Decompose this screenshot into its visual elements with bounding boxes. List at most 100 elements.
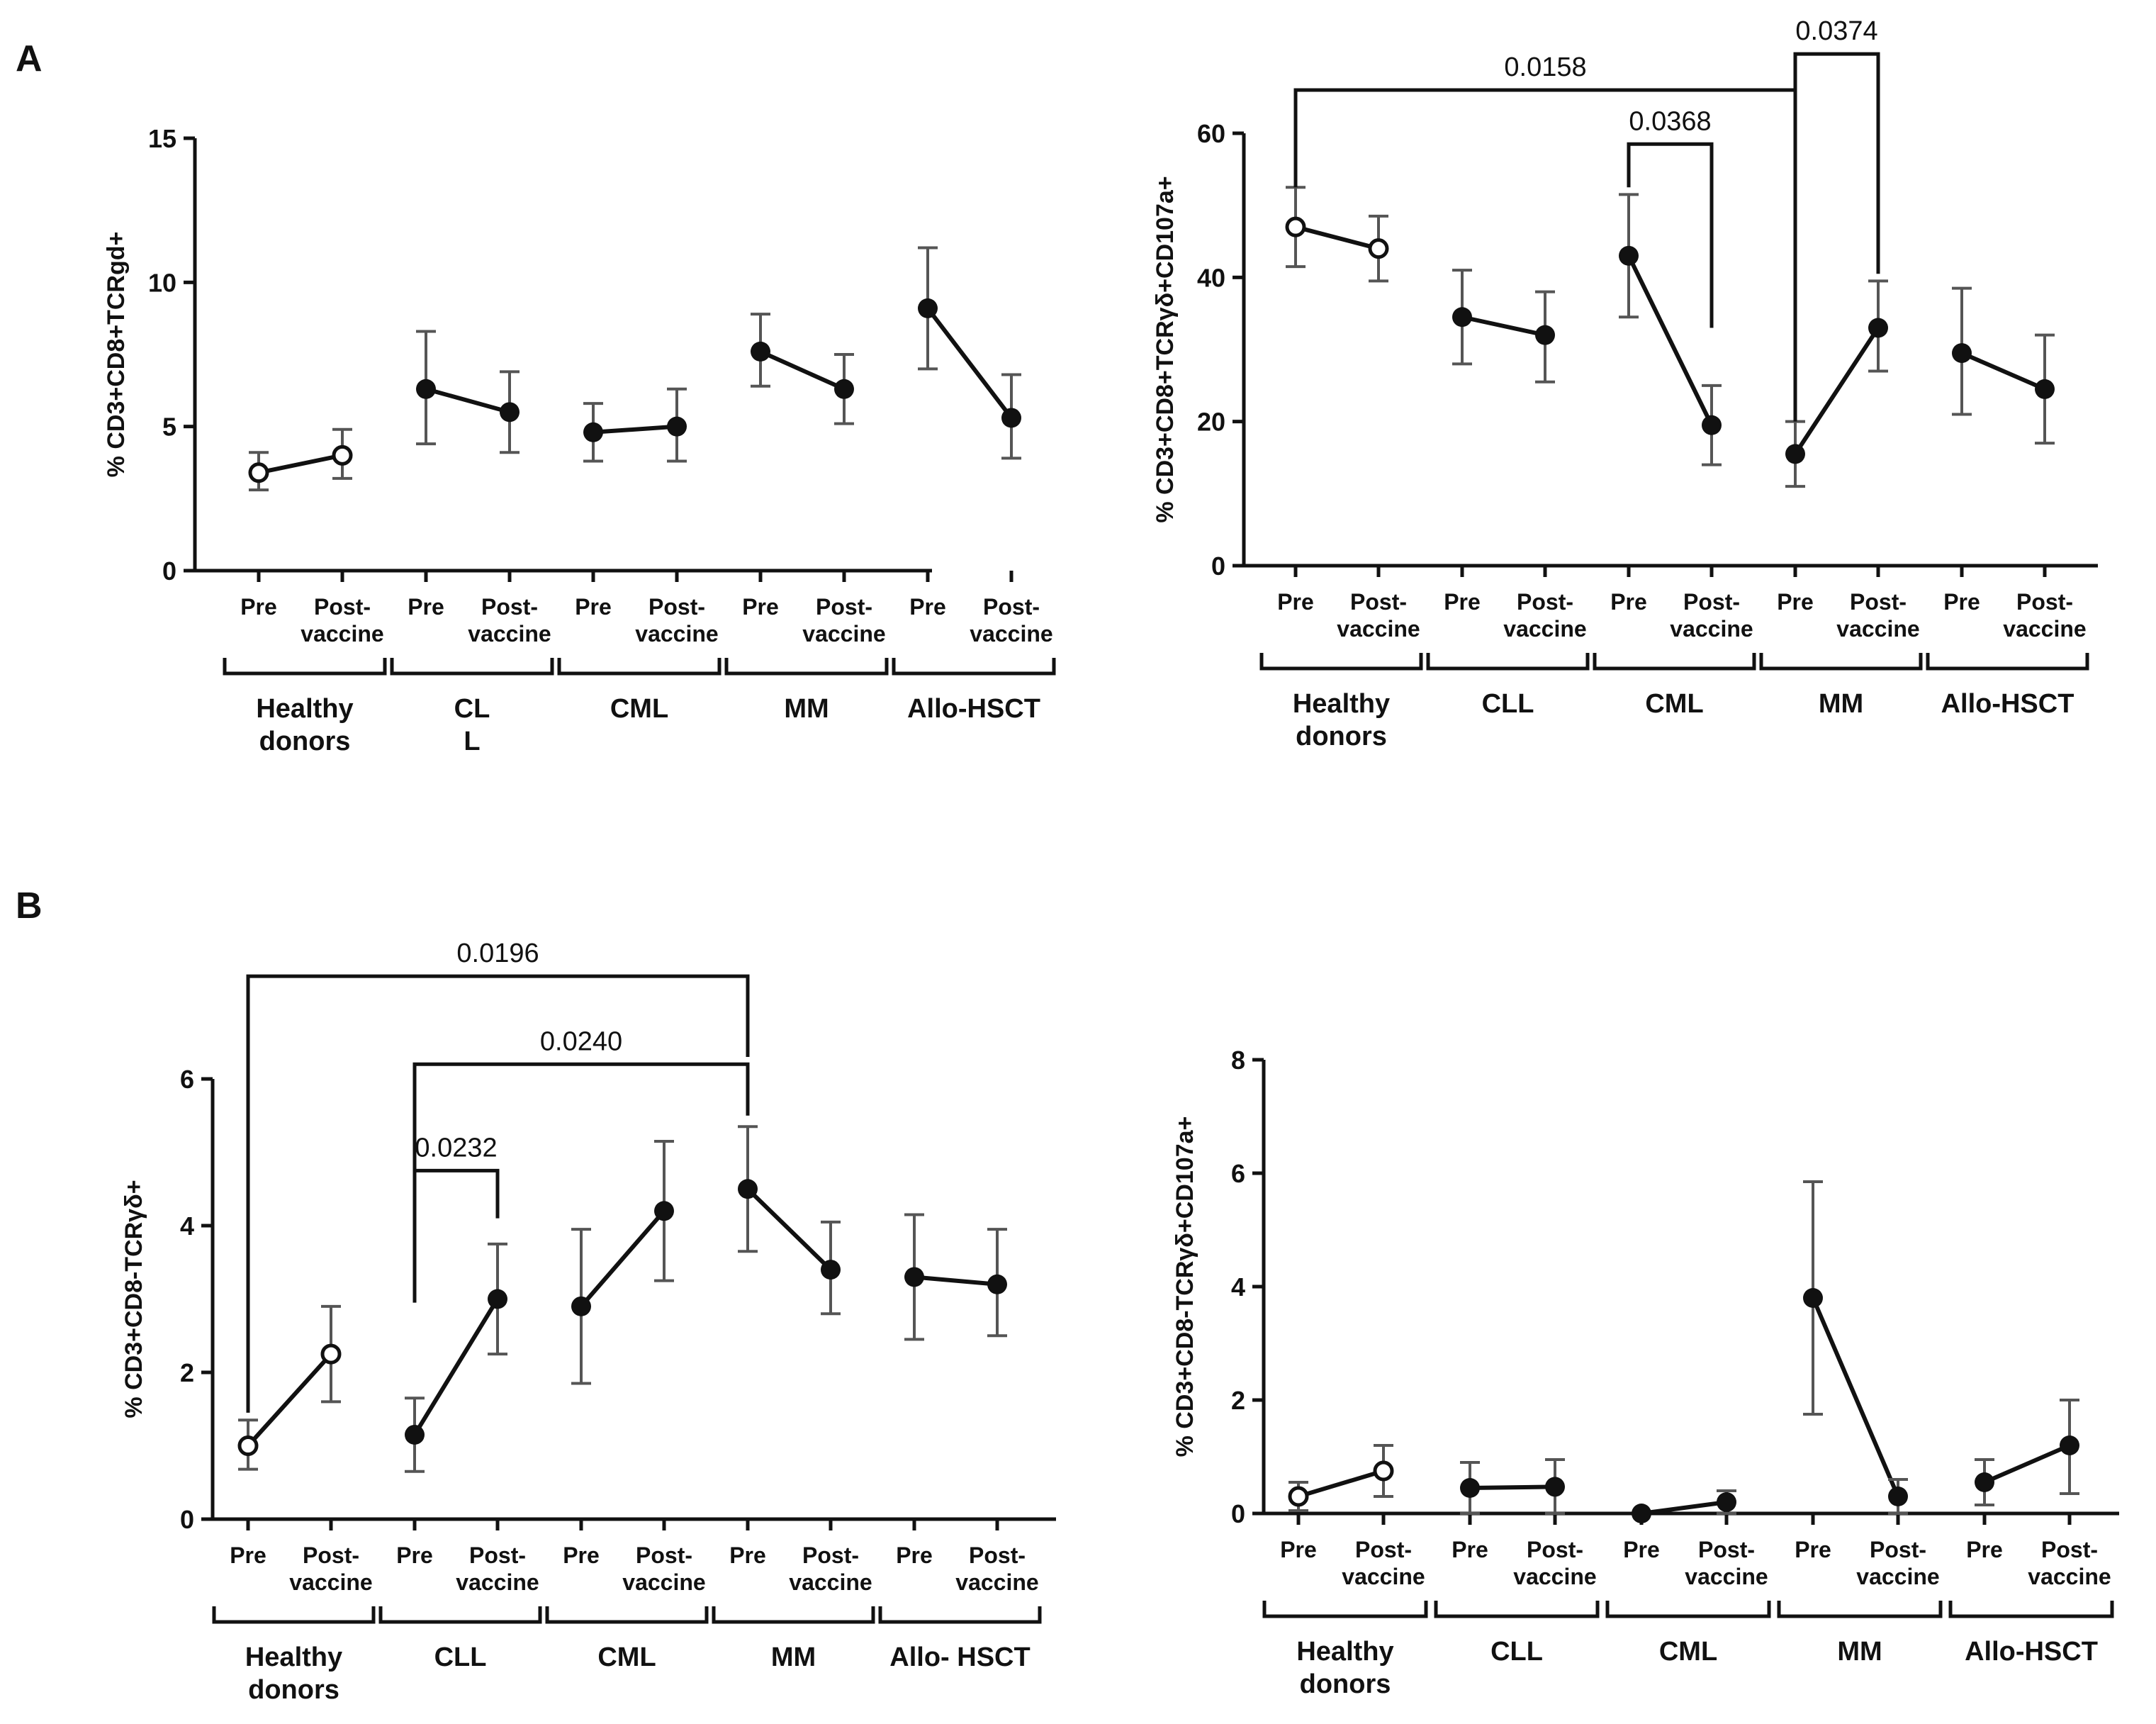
series-line bbox=[759, 349, 846, 391]
group-label: CML bbox=[1645, 689, 1703, 719]
condition-label: Pre bbox=[1943, 589, 1980, 615]
series-3 bbox=[1803, 1180, 1908, 1515]
series-line bbox=[412, 1297, 500, 1436]
chart-b1-cd3-cd8neg-tcrgd: 0 2 4 6 % CD3+CD8-TCRγδ+ Pre Post-vaccine Healt… bbox=[120, 939, 1056, 1705]
group-bracket bbox=[1426, 653, 1590, 671]
y-tick-label: 0 bbox=[1231, 1499, 1245, 1528]
y-tick-label: 8 bbox=[1231, 1046, 1245, 1075]
y-tick-label: 40 bbox=[1197, 263, 1225, 292]
group-label: Allo-HSCT bbox=[1965, 1637, 2098, 1667]
condition-label: Post-vaccine bbox=[2003, 589, 2086, 642]
series-line bbox=[246, 1353, 333, 1448]
condition-label: Pre bbox=[396, 1543, 433, 1568]
condition-label: Post-vaccine bbox=[789, 1543, 872, 1595]
condition-label: Pre bbox=[575, 594, 612, 620]
y-tick-label: 2 bbox=[180, 1358, 194, 1387]
significance-bracket bbox=[1793, 52, 1880, 274]
data-point bbox=[583, 422, 603, 442]
series-line bbox=[1627, 254, 1714, 427]
data-point bbox=[834, 379, 854, 399]
data-point bbox=[1888, 1487, 1908, 1506]
group-bracket bbox=[1259, 653, 1423, 671]
condition-label: Post-vaccine bbox=[1337, 589, 1420, 642]
series-3 bbox=[1785, 279, 1888, 488]
p-value-label: 0.0232 bbox=[415, 1133, 497, 1163]
condition-label: Pre bbox=[1280, 1537, 1317, 1562]
group-bracket bbox=[1605, 1601, 1771, 1618]
data-point bbox=[1619, 245, 1639, 266]
data-point bbox=[738, 1179, 758, 1199]
chart-a2-cd3-cd8-tcrgd-cd107a: 0 20 40 60 % CD3+CD8+TCRγδ+CD107a+ Pre Post-va… bbox=[1152, 16, 2098, 751]
condition-label: Post-vaccine bbox=[1513, 1537, 1596, 1589]
data-point bbox=[416, 379, 436, 399]
condition-label: Post-vaccine bbox=[301, 594, 383, 646]
data-point bbox=[405, 1424, 425, 1445]
condition-label: Pre bbox=[1623, 1537, 1660, 1562]
series-1 bbox=[1452, 269, 1555, 384]
condition-label: Pre bbox=[408, 594, 444, 620]
significance-bracket bbox=[246, 974, 750, 1413]
series-0 bbox=[1285, 186, 1389, 283]
group-label: CLL bbox=[1490, 1637, 1543, 1667]
condition-label: Post-vaccine bbox=[456, 1543, 539, 1595]
condition-label: Pre bbox=[1452, 1537, 1488, 1562]
series-1 bbox=[416, 330, 520, 454]
data-point bbox=[1632, 1504, 1651, 1523]
data-point bbox=[904, 1267, 924, 1287]
group-label: Allo- HSCT bbox=[889, 1642, 1030, 1672]
chart-b2-cd3-cd8neg-tcrgd-cd107a: 0 2 4 6 8 % CD3+CD8-TCRγδ+CD107a+ Pre Post-vacc… bbox=[1172, 1046, 2119, 1699]
data-point bbox=[1373, 1460, 1394, 1482]
group-bracket bbox=[1262, 1601, 1428, 1618]
series-4 bbox=[1975, 1399, 2079, 1506]
data-point bbox=[821, 1260, 841, 1280]
data-point bbox=[1452, 307, 1472, 328]
group-bracket bbox=[1948, 1601, 2114, 1618]
series-0 bbox=[1288, 1444, 1394, 1512]
series-2 bbox=[583, 387, 687, 463]
y-axis-label: % CD3+CD8+TCRgd+ bbox=[103, 232, 130, 478]
group-label: CML bbox=[610, 694, 668, 724]
series-line bbox=[258, 453, 343, 475]
y-axis-label: % CD3+CD8-TCRγδ+ bbox=[120, 1180, 147, 1418]
series-line bbox=[746, 1187, 833, 1272]
data-point bbox=[332, 444, 353, 466]
group-label: Healthy donors bbox=[1296, 1637, 1393, 1699]
group-bracket bbox=[557, 658, 722, 676]
condition-label: Pre bbox=[563, 1543, 600, 1568]
series-4 bbox=[1952, 286, 2055, 445]
group-label: MM bbox=[784, 694, 829, 724]
series-2 bbox=[571, 1139, 674, 1385]
group-label: Allo-HSCT bbox=[907, 694, 1040, 724]
y-tick-label: 4 bbox=[1231, 1272, 1245, 1302]
series-line bbox=[1983, 1443, 2071, 1484]
y-tick-label: 60 bbox=[1197, 119, 1225, 148]
y-tick-label: 2 bbox=[1231, 1386, 1245, 1415]
data-point bbox=[1285, 216, 1306, 237]
data-point bbox=[1545, 1477, 1565, 1497]
group-label: Healthy donors bbox=[245, 1642, 342, 1705]
condition-label: Pre bbox=[896, 1543, 933, 1568]
significance-bracket bbox=[1627, 142, 1714, 328]
y-axis-label: % CD3+CD8+TCRγδ+CD107a+ bbox=[1152, 176, 1179, 522]
series-3 bbox=[738, 1125, 841, 1316]
condition-label: Post-vaccine bbox=[622, 1543, 705, 1595]
data-point bbox=[751, 341, 770, 362]
series-line bbox=[579, 1209, 666, 1308]
condition-label: Pre bbox=[240, 594, 277, 620]
series-line bbox=[1298, 1469, 1384, 1499]
series-1 bbox=[1460, 1458, 1565, 1515]
series-line bbox=[1641, 1500, 1727, 1516]
chart-a1-cd3-cd8-tcrgd: 0 5 10 15 % CD3+CD8+TCRgd+ Pre Post-vaccine Hea… bbox=[103, 124, 1056, 756]
data-point bbox=[1868, 318, 1888, 338]
data-point bbox=[1785, 444, 1805, 464]
group-label: CLL bbox=[1482, 689, 1534, 719]
group-bracket bbox=[1926, 653, 2089, 671]
group-label: CML bbox=[1659, 1637, 1717, 1667]
series-line bbox=[1960, 351, 2046, 391]
group-label: MM bbox=[1819, 689, 1863, 719]
data-point bbox=[1535, 325, 1555, 345]
y-tick-label: 0 bbox=[180, 1505, 194, 1534]
data-point bbox=[667, 416, 687, 437]
condition-label: Pre bbox=[1795, 1537, 1831, 1562]
